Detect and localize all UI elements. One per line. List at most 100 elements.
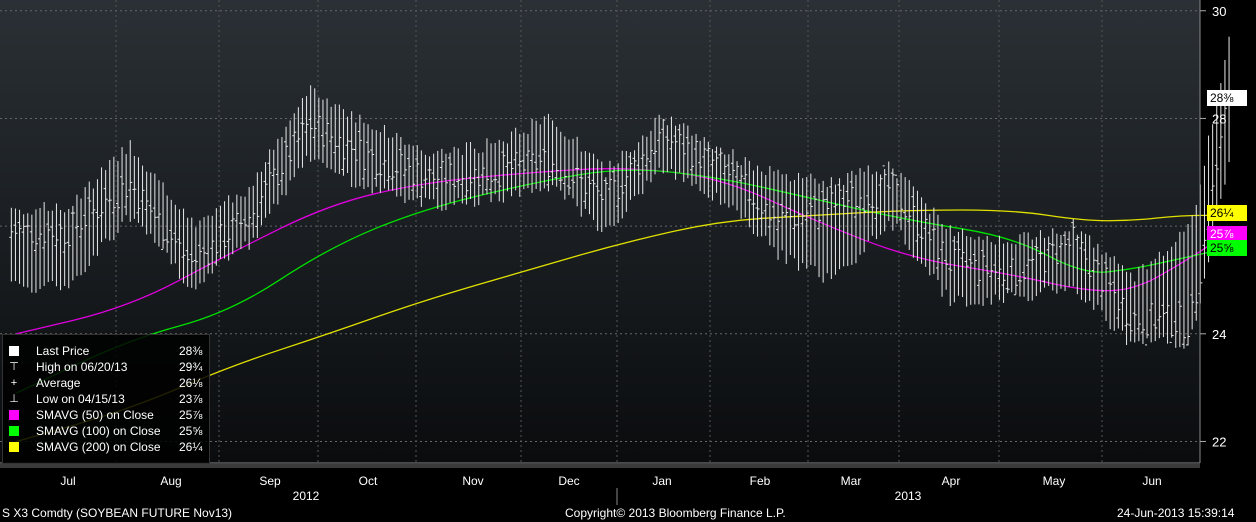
- ohlc-bar: [259, 171, 264, 226]
- ohlc-bar: [960, 228, 965, 298]
- ohlc-bar: [743, 157, 748, 218]
- ohlc-bar: [480, 152, 485, 195]
- ohlc-bar: [156, 180, 161, 247]
- copyright-label: Copyright© 2013 Bloomberg Finance L.P.: [565, 506, 786, 520]
- ohlc-bar: [562, 136, 567, 200]
- ohlc-bar: [349, 111, 354, 187]
- ohlc-bar: [620, 150, 625, 219]
- ohlc-bar: [579, 151, 584, 217]
- high-marker-icon: ⊤: [9, 361, 19, 373]
- ohlc-bar: [497, 139, 502, 202]
- ohlc-bar: [558, 131, 563, 191]
- ohlc-bar: [275, 138, 280, 205]
- ohlc-bar: [776, 169, 781, 260]
- ohlc-bar: [923, 203, 928, 267]
- ohlc-bar: [218, 205, 223, 259]
- ohlc-bar: [509, 131, 514, 197]
- x-tick-label: Dec: [558, 474, 579, 488]
- x-tick-label: Jul: [60, 474, 75, 488]
- ohlc-bar: [669, 116, 674, 169]
- ohlc-bar: [33, 209, 38, 293]
- ohlc-bar: [517, 133, 522, 197]
- legend-label: High on 06/20/13: [36, 360, 128, 374]
- ohlc-bar: [1091, 247, 1096, 310]
- ohlc-bar: [1157, 251, 1162, 339]
- ohlc-bar: [407, 144, 412, 200]
- ohlc-bar: [841, 184, 846, 267]
- ohlc-bar: [58, 209, 63, 291]
- y-tick-label: 22: [1212, 434, 1226, 449]
- x-tick-label: Aug: [160, 474, 181, 488]
- ohlc-bar: [308, 85, 313, 162]
- ohlc-bar: [583, 151, 588, 209]
- ohlc-bar: [234, 194, 239, 248]
- ohlc-bar: [882, 165, 887, 232]
- legend-row: SMAVG (100) on Close 25⅝: [7, 423, 207, 439]
- ohlc-bar: [382, 124, 387, 189]
- ohlc-bar: [948, 225, 953, 306]
- ohlc-bar: [181, 208, 186, 284]
- y-tick-label: 30: [1212, 4, 1226, 19]
- ohlc-bar: [1013, 244, 1018, 296]
- ohlc-bar: [9, 207, 14, 282]
- ohlc-bar: [714, 146, 719, 193]
- ohlc-bar: [825, 186, 830, 274]
- ohlc-bar: [940, 223, 945, 297]
- x-year-label: 2013: [895, 489, 922, 503]
- ohlc-bar: [771, 171, 776, 248]
- ohlc-bar: [788, 181, 793, 256]
- ohlc-bar: [657, 114, 662, 168]
- ohlc-bar: [300, 98, 305, 168]
- ohlc-bar: [911, 186, 916, 258]
- legend-row: ⊤ High on 06/20/13 29¾: [7, 359, 207, 375]
- ohlc-bar: [710, 149, 715, 201]
- ohlc-bar: [1181, 231, 1186, 349]
- ohlc-bar: [944, 228, 949, 290]
- ohlc-bar: [812, 178, 817, 267]
- ohlc-bar: [1058, 234, 1063, 289]
- ohlc-bar: [144, 171, 149, 235]
- ohlc-bar: [370, 129, 375, 194]
- ticker-label: S X3 Comdty (SOYBEAN FUTURE Nov13): [2, 506, 233, 520]
- ohlc-bar: [13, 208, 18, 282]
- ohlc-bar: [468, 141, 473, 200]
- ohlc-bar: [230, 202, 235, 255]
- ohlc-bar: [976, 236, 981, 305]
- ohlc-bar: [915, 190, 920, 261]
- ohlc-bar: [985, 235, 990, 298]
- low-marker-icon: ⊥: [9, 393, 19, 405]
- ohlc-bar: [448, 152, 453, 203]
- ohlc-bar: [530, 118, 535, 193]
- ohlc-bar: [243, 196, 248, 242]
- ohlc-bar: [501, 141, 506, 203]
- ohlc-bar: [632, 150, 637, 197]
- legend-swatch: [9, 442, 19, 452]
- legend-row: SMAVG (200) on Close 26¼: [7, 439, 207, 455]
- x-tick-label: Feb: [750, 474, 771, 488]
- ohlc-bar: [91, 188, 96, 256]
- ohlc-bar: [903, 177, 908, 245]
- ohlc-bar: [505, 143, 510, 192]
- legend-value: 28⅜: [179, 344, 203, 358]
- ohlc-bar: [214, 208, 219, 266]
- ohlc-bar: [1173, 241, 1178, 348]
- x-tick-label: Jan: [652, 474, 671, 488]
- ohlc-bar: [443, 153, 448, 211]
- ohlc-bar: [247, 187, 252, 250]
- ohlc-bar: [316, 97, 321, 160]
- ohlc-bar: [398, 137, 403, 197]
- ohlc-bar: [1050, 228, 1055, 291]
- ohlc-bar: [595, 159, 600, 231]
- legend-row: ⊥ Low on 04/15/13 23⅞: [7, 391, 207, 407]
- ohlc-bar: [853, 174, 858, 264]
- ohlc-bar: [767, 166, 772, 246]
- ohlc-bar: [845, 172, 850, 267]
- footer-bar: S X3 Comdty (SOYBEAN FUTURE Nov13) Copyr…: [0, 505, 1256, 522]
- ohlc-bar: [1132, 281, 1137, 343]
- legend-row: SMAVG (50) on Close 25⅞: [7, 407, 207, 423]
- ohlc-bar: [1083, 233, 1088, 303]
- ohlc-bar: [124, 154, 129, 216]
- ohlc-bar: [636, 142, 641, 195]
- ohlc-bar: [431, 153, 436, 200]
- ohlc-bar: [759, 171, 764, 237]
